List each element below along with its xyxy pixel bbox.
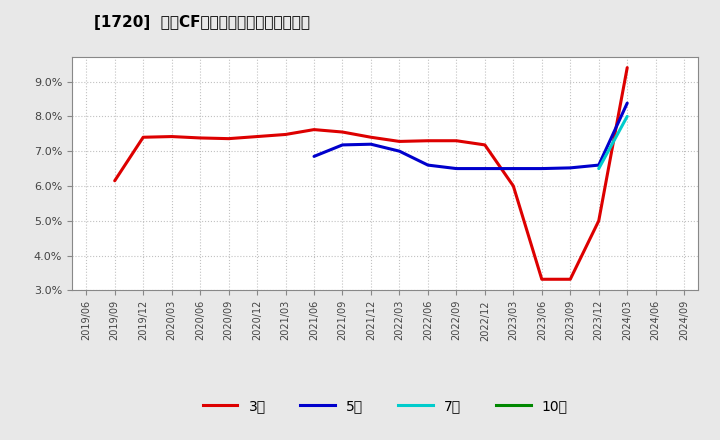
5年 (423, 162, 432, 168)
Line: 3年: 3年 (114, 68, 627, 279)
3年 (480, 142, 489, 147)
Line: 5年: 5年 (314, 103, 627, 169)
5年 (452, 166, 461, 171)
5年 (395, 149, 404, 154)
3年 (167, 134, 176, 139)
5年 (623, 100, 631, 106)
5年 (537, 166, 546, 171)
3年 (282, 132, 290, 137)
5年 (509, 166, 518, 171)
3年 (253, 134, 261, 139)
3年 (110, 178, 119, 183)
3年 (338, 129, 347, 135)
3年 (452, 138, 461, 143)
3年 (595, 218, 603, 224)
5年 (595, 162, 603, 168)
3年 (366, 135, 375, 140)
3年 (225, 136, 233, 141)
5年 (310, 154, 318, 159)
5年 (566, 165, 575, 171)
Text: [1720]  営業CFマージンの標準偏差の推移: [1720] 営業CFマージンの標準偏差の推移 (94, 15, 310, 30)
3年 (423, 138, 432, 143)
Line: 7年: 7年 (599, 116, 627, 169)
3年 (566, 277, 575, 282)
7年 (595, 166, 603, 171)
5年 (338, 142, 347, 147)
5年 (366, 142, 375, 147)
Legend: 3年, 5年, 7年, 10年: 3年, 5年, 7年, 10年 (197, 394, 573, 419)
7年 (623, 114, 631, 119)
3年 (310, 127, 318, 132)
3年 (395, 139, 404, 144)
5年 (480, 166, 489, 171)
3年 (196, 136, 204, 141)
3年 (139, 135, 148, 140)
3年 (537, 277, 546, 282)
3年 (623, 65, 631, 70)
3年 (509, 183, 518, 189)
